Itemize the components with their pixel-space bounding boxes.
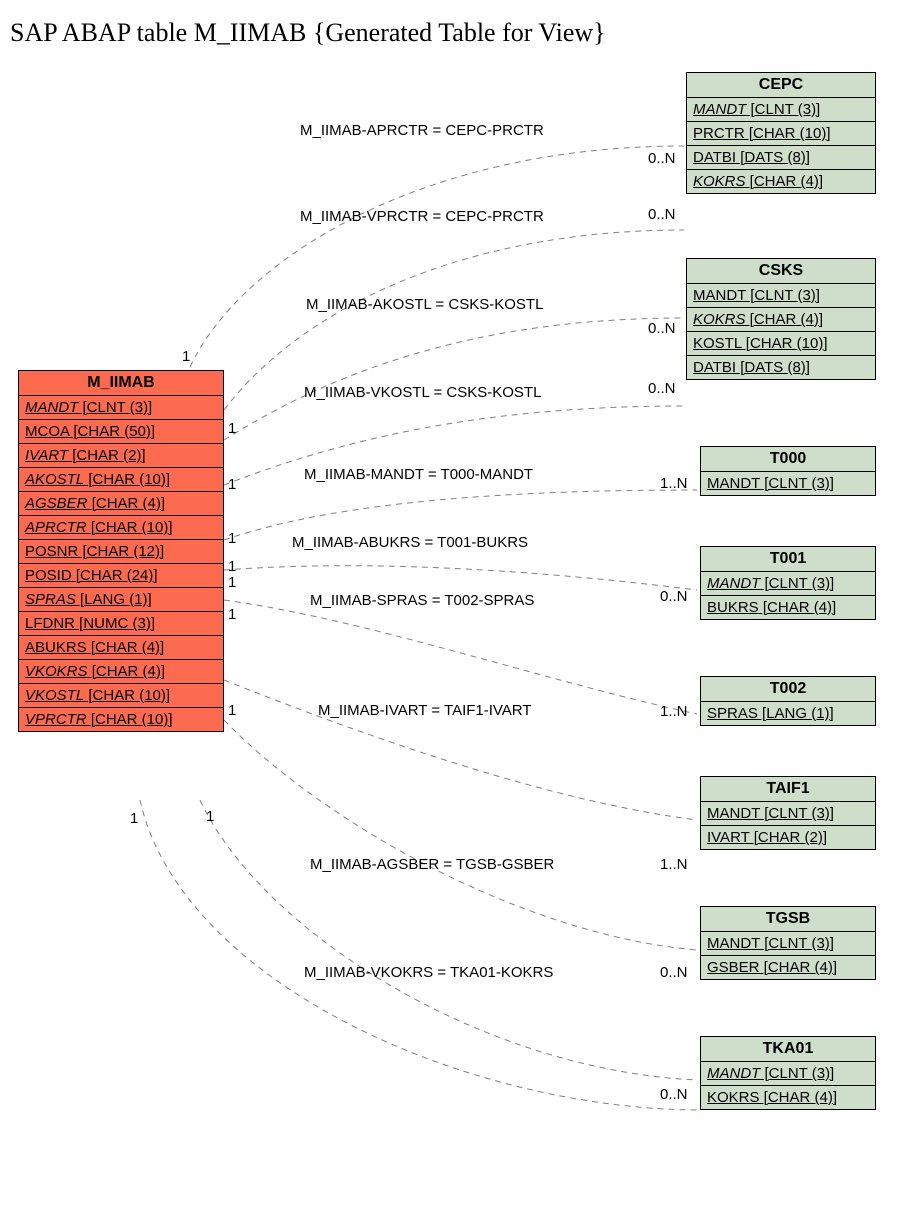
table-field: KOKRS [CHAR (4)] <box>687 170 875 193</box>
table-field: PRCTR [CHAR (10)] <box>687 122 875 146</box>
relation-label: M_IIMAB-AGSBER = TGSB-GSBER <box>310 856 554 873</box>
table-field: VKOSTL [CHAR (10)] <box>19 684 223 708</box>
relation-label: M_IIMAB-VPRCTR = CEPC-PRCTR <box>300 208 544 225</box>
table-field: MANDT [CLNT (3)] <box>701 932 875 956</box>
src-cardinality: 1 <box>228 702 236 719</box>
table-field: BUKRS [CHAR (4)] <box>701 596 875 619</box>
dst-cardinality: 0..N <box>660 964 688 981</box>
relation-label: M_IIMAB-VKOSTL = CSKS-KOSTL <box>304 384 541 401</box>
dst-cardinality: 0..N <box>660 1086 688 1103</box>
src-cardinality: 1 <box>228 530 236 547</box>
dst-cardinality: 0..N <box>648 380 676 397</box>
ref-table-t000: T000MANDT [CLNT (3)] <box>700 446 876 496</box>
page-title: SAP ABAP table M_IIMAB {Generated Table … <box>10 18 606 48</box>
ref-table-csks: CSKSMANDT [CLNT (3)]KOKRS [CHAR (4)]KOST… <box>686 258 876 380</box>
table-field: SPRAS [LANG (1)] <box>701 702 875 725</box>
table-header: TAIF1 <box>701 777 875 802</box>
table-field: MANDT [CLNT (3)] <box>701 572 875 596</box>
table-header: T002 <box>701 677 875 702</box>
table-header: TGSB <box>701 907 875 932</box>
ref-table-taif1: TAIF1MANDT [CLNT (3)]IVART [CHAR (2)] <box>700 776 876 850</box>
dst-cardinality: 1..N <box>660 475 688 492</box>
table-header: CSKS <box>687 259 875 284</box>
table-field: POSNR [CHAR (12)] <box>19 540 223 564</box>
ref-table-tka01: TKA01MANDT [CLNT (3)]KOKRS [CHAR (4)] <box>700 1036 876 1110</box>
relation-label: M_IIMAB-APRCTR = CEPC-PRCTR <box>300 122 544 139</box>
table-field: MANDT [CLNT (3)] <box>687 284 875 308</box>
relation-label: M_IIMAB-VKOKRS = TKA01-KOKRS <box>304 964 553 981</box>
table-field: MANDT [CLNT (3)] <box>701 472 875 495</box>
table-header: TKA01 <box>701 1037 875 1062</box>
table-field: VPRCTR [CHAR (10)] <box>19 708 223 731</box>
src-cardinality: 1 <box>130 810 138 827</box>
table-field: GSBER [CHAR (4)] <box>701 956 875 979</box>
table-field: MANDT [CLNT (3)] <box>687 98 875 122</box>
table-field: VKOKRS [CHAR (4)] <box>19 660 223 684</box>
src-cardinality: 1 <box>182 348 190 365</box>
ref-table-cepc: CEPCMANDT [CLNT (3)]PRCTR [CHAR (10)]DAT… <box>686 72 876 194</box>
src-cardinality: 1 <box>228 558 236 575</box>
table-field: MANDT [CLNT (3)] <box>701 1062 875 1086</box>
ref-table-tgsb: TGSBMANDT [CLNT (3)]GSBER [CHAR (4)] <box>700 906 876 980</box>
ref-table-t002: T002SPRAS [LANG (1)] <box>700 676 876 726</box>
table-field: IVART [CHAR (2)] <box>19 444 223 468</box>
table-field: KOSTL [CHAR (10)] <box>687 332 875 356</box>
relation-label: M_IIMAB-SPRAS = T002-SPRAS <box>310 592 534 609</box>
table-header: M_IIMAB <box>19 371 223 396</box>
main-table-m_iimab: M_IIMABMANDT [CLNT (3)]MCOA [CHAR (50)]I… <box>18 370 224 732</box>
table-field: MCOA [CHAR (50)] <box>19 420 223 444</box>
table-header: T000 <box>701 447 875 472</box>
table-field: MANDT [CLNT (3)] <box>701 802 875 826</box>
ref-table-t001: T001MANDT [CLNT (3)]BUKRS [CHAR (4)] <box>700 546 876 620</box>
src-cardinality: 1 <box>228 574 236 591</box>
table-field: MANDT [CLNT (3)] <box>19 396 223 420</box>
table-header: CEPC <box>687 73 875 98</box>
table-header: T001 <box>701 547 875 572</box>
dst-cardinality: 0..N <box>648 206 676 223</box>
table-field: KOKRS [CHAR (4)] <box>687 308 875 332</box>
dst-cardinality: 0..N <box>648 320 676 337</box>
table-field: DATBI [DATS (8)] <box>687 146 875 170</box>
dst-cardinality: 0..N <box>648 150 676 167</box>
table-field: IVART [CHAR (2)] <box>701 826 875 849</box>
dst-cardinality: 1..N <box>660 856 688 873</box>
src-cardinality: 1 <box>206 808 214 825</box>
src-cardinality: 1 <box>228 476 236 493</box>
table-field: DATBI [DATS (8)] <box>687 356 875 379</box>
table-field: ABUKRS [CHAR (4)] <box>19 636 223 660</box>
src-cardinality: 1 <box>228 606 236 623</box>
table-field: POSID [CHAR (24)] <box>19 564 223 588</box>
table-field: LFDNR [NUMC (3)] <box>19 612 223 636</box>
table-field: APRCTR [CHAR (10)] <box>19 516 223 540</box>
dst-cardinality: 1..N <box>660 703 688 720</box>
table-field: KOKRS [CHAR (4)] <box>701 1086 875 1109</box>
relation-label: M_IIMAB-ABUKRS = T001-BUKRS <box>292 534 528 551</box>
relation-label: M_IIMAB-AKOSTL = CSKS-KOSTL <box>306 296 543 313</box>
src-cardinality: 1 <box>228 420 236 437</box>
table-field: SPRAS [LANG (1)] <box>19 588 223 612</box>
table-field: AKOSTL [CHAR (10)] <box>19 468 223 492</box>
table-field: AGSBER [CHAR (4)] <box>19 492 223 516</box>
dst-cardinality: 0..N <box>660 588 688 605</box>
relation-label: M_IIMAB-IVART = TAIF1-IVART <box>318 702 532 719</box>
relation-label: M_IIMAB-MANDT = T000-MANDT <box>304 466 533 483</box>
